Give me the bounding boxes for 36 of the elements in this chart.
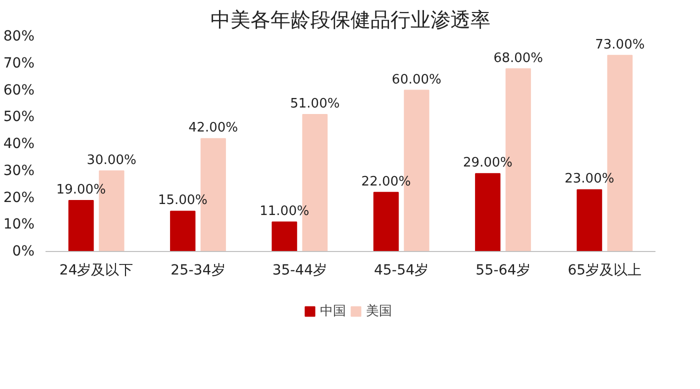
y-tick-label: 50% xyxy=(3,109,35,126)
x-tick-label: 24岁及以下 xyxy=(59,262,134,278)
bar xyxy=(576,189,602,252)
data-label: 68.00% xyxy=(493,50,544,66)
y-tick-label: 80% xyxy=(3,28,35,44)
data-label: 22.00% xyxy=(361,174,411,190)
y-tick-label: 10% xyxy=(3,216,35,233)
data-label: 11.00% xyxy=(260,204,310,219)
y-tick-label: 70% xyxy=(3,55,35,72)
legend-label: 中国 xyxy=(320,303,346,320)
x-tick-label: 25-34岁 xyxy=(170,262,226,278)
bar xyxy=(272,221,298,252)
data-label: 15.00% xyxy=(158,193,208,208)
bar xyxy=(68,200,94,252)
y-tick-label: 40% xyxy=(3,136,35,152)
y-tick-label: 60% xyxy=(3,82,35,98)
data-label: 29.00% xyxy=(462,156,513,171)
x-tick-label: 65岁及以上 xyxy=(568,262,642,278)
data-label: 60.00% xyxy=(392,72,442,88)
x-tick-label: 35-44岁 xyxy=(272,262,328,278)
data-label: 42.00% xyxy=(188,120,238,136)
data-label: 51.00% xyxy=(290,96,340,112)
y-tick-label: 0% xyxy=(12,244,35,260)
y-tick-label: 30% xyxy=(3,162,35,179)
x-tick-label: 45-54岁 xyxy=(374,262,429,278)
y-tick-label: 20% xyxy=(3,190,35,206)
x-tick-label: 55-64岁 xyxy=(476,262,530,278)
bar xyxy=(475,173,500,252)
bar xyxy=(170,210,196,252)
chart-title: 中美各年龄段保健品行业渗透率 xyxy=(210,8,490,32)
data-label: 19.00% xyxy=(56,182,106,198)
data-label: 23.00% xyxy=(564,172,614,187)
data-label: 73.00% xyxy=(595,37,645,52)
legend-label: 美国 xyxy=(366,303,392,320)
bar xyxy=(373,192,399,252)
data-label: 30.00% xyxy=(86,152,136,168)
